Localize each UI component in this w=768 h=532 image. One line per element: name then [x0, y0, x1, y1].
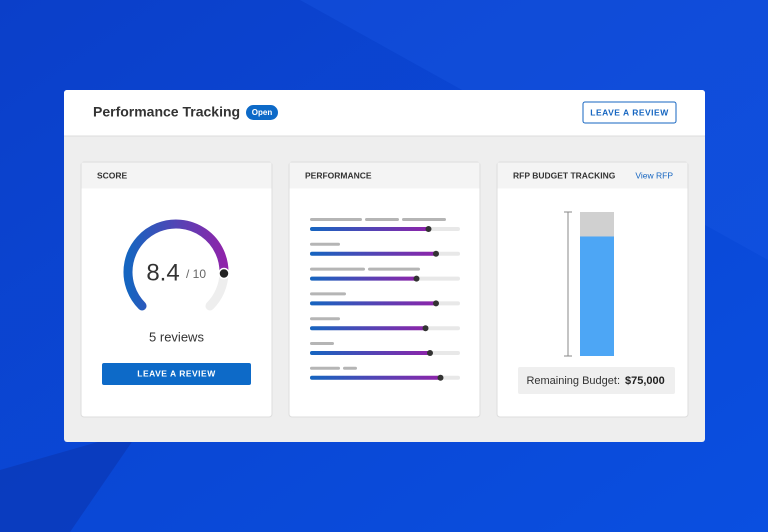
panels: [80, 161, 689, 418]
button-text[interactable]: LEAVE A REVIEW: [137, 368, 216, 378]
score-value: 8.4: [146, 259, 179, 286]
badge-text: Open: [252, 108, 273, 117]
link[interactable]: View RFP: [635, 170, 673, 180]
panel-header: [497, 162, 688, 189]
bar-knob: [433, 250, 439, 257]
review-button[interactable]: [102, 363, 251, 385]
bar: [310, 351, 430, 355]
bar: [310, 251, 436, 256]
panel-title: PERFORMANCE: [305, 170, 372, 180]
panel: [80, 161, 273, 418]
bar-knob: [437, 374, 444, 381]
placeholder-line: [310, 267, 365, 271]
panel-title: RFP BUDGET TRACKING: [513, 170, 616, 180]
placeholder-line: [343, 366, 357, 370]
placeholder-line: [310, 218, 362, 221]
placeholder-line: [365, 218, 399, 221]
score-max: / 10: [186, 267, 206, 281]
bar: [310, 326, 426, 331]
placeholder-line: [310, 366, 340, 370]
remaining-label: Remaining Budget:: [526, 375, 620, 387]
bar-knob: [413, 275, 420, 282]
placeholder-line: [310, 342, 334, 345]
placeholder-line: [310, 317, 340, 321]
bar: [310, 276, 417, 281]
bar-knob: [427, 350, 433, 356]
placeholder-line: [310, 292, 346, 296]
panel-header: [81, 162, 272, 189]
bar: [310, 301, 436, 306]
placeholder-line: [402, 218, 446, 221]
bar-knob: [422, 325, 429, 332]
card-header: [64, 90, 705, 136]
remaining-box: [518, 367, 675, 394]
placeholder-line: [368, 267, 420, 271]
panel-title: SCORE: [97, 170, 128, 180]
button-text[interactable]: LEAVE A REVIEW: [590, 107, 669, 117]
badge: [246, 105, 278, 120]
bar: [310, 227, 429, 231]
reviews: 5 reviews: [149, 329, 204, 344]
page-title: Performance Tracking: [93, 104, 240, 120]
gauge-knob: [218, 267, 230, 280]
panel-header: [289, 162, 480, 189]
budget-remaining: [580, 236, 614, 356]
placeholder-line: [310, 242, 340, 246]
bar-knob: [425, 226, 432, 232]
remaining-amount: $75,000: [625, 375, 665, 387]
review-button[interactable]: [582, 101, 677, 124]
bg-shape: [0, 430, 140, 532]
bar-knob: [433, 300, 439, 307]
bar: [310, 375, 441, 380]
gauge-fill: [123, 219, 229, 311]
